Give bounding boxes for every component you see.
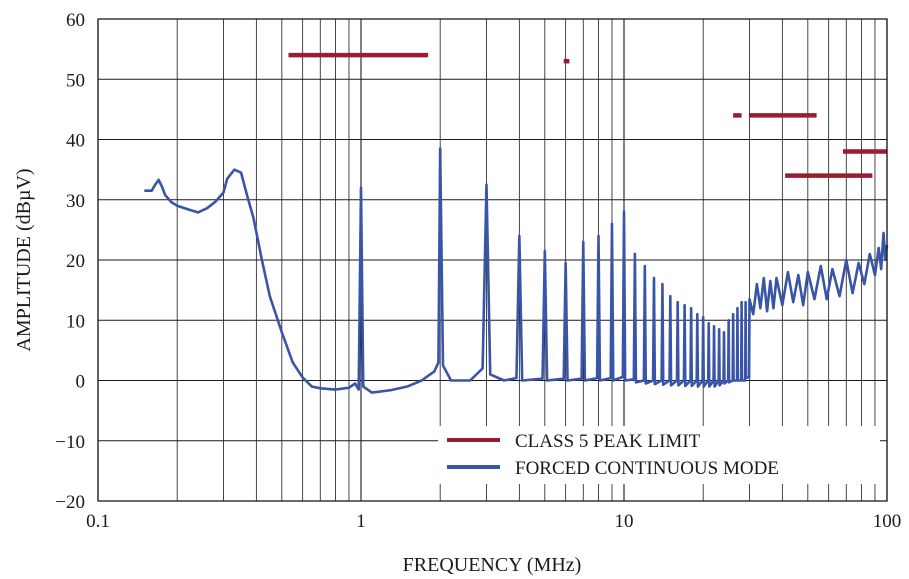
y-axis-title: AMPLITUDE (dBµV)	[13, 168, 35, 351]
y-tick-label: −20	[55, 492, 85, 513]
plot-frame	[97, 18, 888, 502]
x-tick-label: 10	[615, 511, 634, 532]
y-tick-label: 60	[66, 10, 85, 31]
y-tick-label: 0	[76, 372, 86, 393]
legend: CLASS 5 PEAK LIMIT FORCED CONTINUOUS MOD…	[438, 426, 880, 484]
legend-label-forced-continuous-mode: FORCED CONTINUOUS MODE	[515, 458, 779, 479]
y-tick-label: 50	[66, 70, 85, 91]
y-tick-label: −10	[55, 432, 85, 453]
y-tick-label: 10	[66, 311, 85, 332]
x-tick-label: 100	[873, 511, 902, 532]
series-line-forced-continuous-mode	[144, 147, 889, 394]
y-tick-label: 30	[66, 191, 85, 212]
legend-background	[438, 426, 880, 484]
y-tick-label: 40	[66, 131, 85, 152]
series-layer	[144, 52, 889, 394]
x-tick-label: 0.1	[86, 511, 110, 532]
legend-label-class5-peak-limit: CLASS 5 PEAK LIMIT	[515, 431, 701, 452]
x-axis-title: FREQUENCY (MHz)	[403, 554, 582, 576]
y-tick-label: 20	[66, 251, 85, 272]
x-tick-label: 1	[356, 511, 366, 532]
